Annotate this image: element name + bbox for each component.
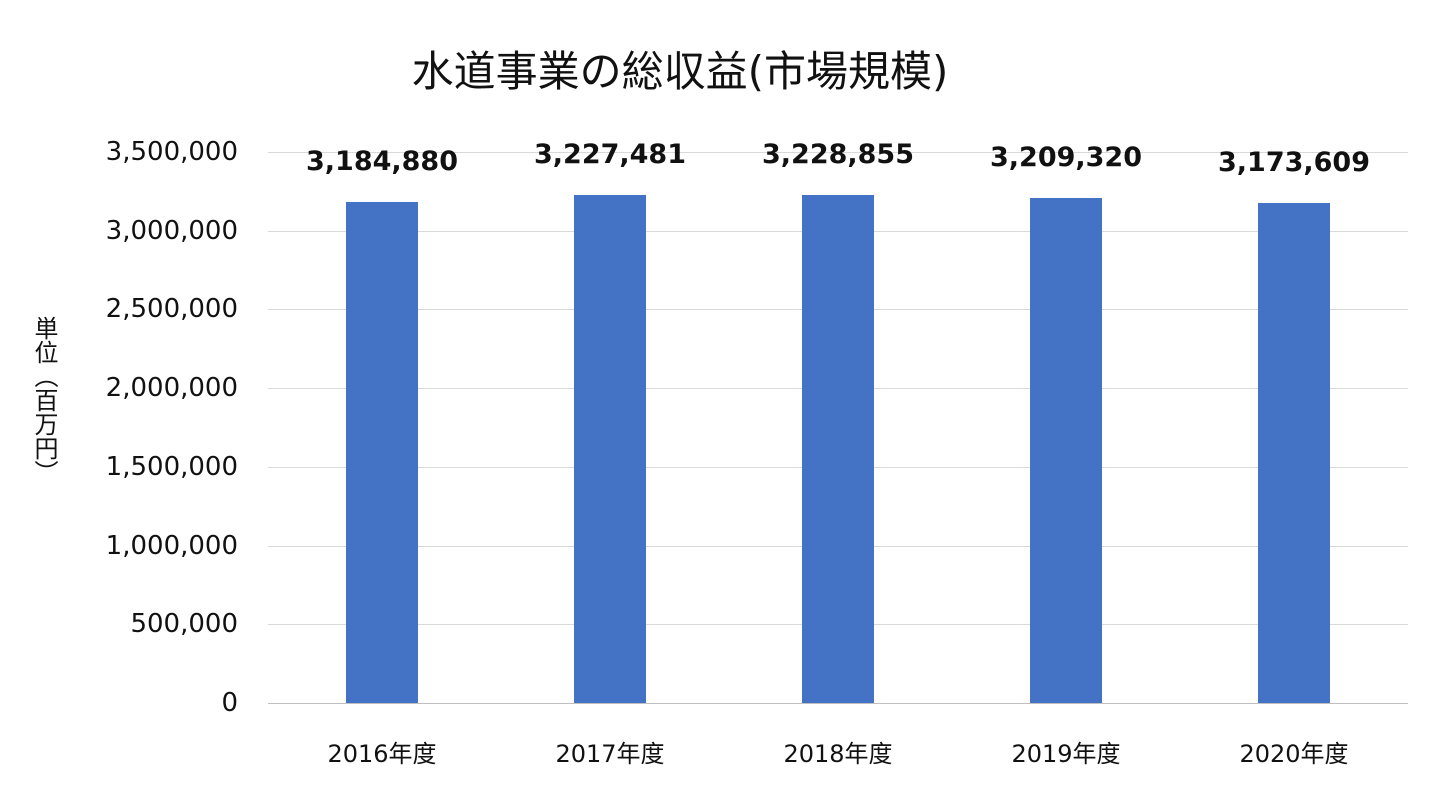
chart-title: 水道事業の総収益(市場規模): [411, 47, 949, 96]
data-label: 3,209,320: [989, 141, 1143, 173]
x-tick-label: 2020年度: [1239, 740, 1349, 768]
x-axis-line: [268, 703, 1408, 704]
y-axis-label: 単位（百万円）: [30, 316, 58, 484]
y-tick-label: 3,500,000: [105, 137, 238, 167]
plot-area: [268, 152, 1408, 704]
bar-2018年度: [802, 194, 874, 703]
data-label: 3,184,880: [305, 145, 459, 177]
data-label: 3,227,481: [533, 138, 687, 170]
bar-2016年度: [346, 201, 418, 703]
x-tick-label: 2017年度: [555, 740, 665, 768]
gridline: [268, 152, 1408, 153]
data-label: 3,228,855: [761, 138, 915, 170]
bar-2019年度: [1030, 197, 1102, 703]
x-tick-label: 2018年度: [783, 740, 893, 768]
y-tick-label: 3,000,000: [105, 215, 238, 246]
y-tick-label: 0: [221, 688, 238, 718]
y-tick-label: 500,000: [130, 609, 238, 640]
bar-2017年度: [574, 194, 646, 703]
x-tick-label: 2016年度: [327, 740, 437, 768]
y-tick-label: 2,000,000: [105, 373, 238, 404]
x-tick-label: 2019年度: [1011, 740, 1121, 768]
data-label: 3,173,609: [1217, 147, 1371, 179]
y-tick-label: 1,500,000: [105, 451, 238, 482]
y-tick-label: 1,000,000: [105, 530, 238, 561]
bar-2020年度: [1258, 203, 1330, 703]
y-tick-label: 2,500,000: [105, 294, 238, 325]
